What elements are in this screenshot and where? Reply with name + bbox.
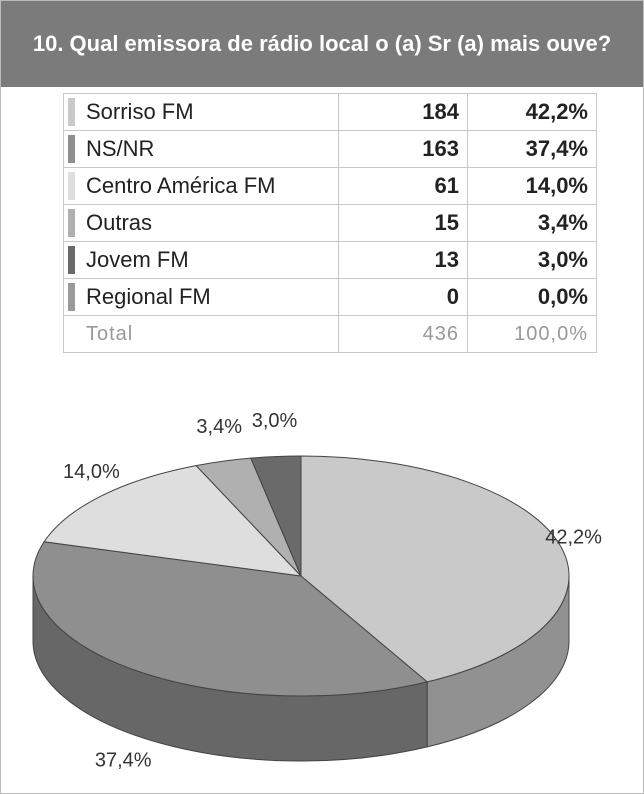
- table-row: Sorriso FM 184 42,2%: [63, 93, 597, 131]
- table-cell: Sorriso FM: [63, 93, 339, 131]
- slice-label: 3,4%: [196, 416, 242, 438]
- table-cell: 184: [338, 93, 468, 131]
- table-cell: Outras: [63, 204, 339, 242]
- table-total-row: Total 436 100,0%: [63, 315, 597, 353]
- table-row: Jovem FM 13 3,0%: [63, 241, 597, 279]
- table-cell: 3,4%: [467, 204, 597, 242]
- color-swatch: [68, 98, 75, 126]
- slice-label: 42,2%: [545, 527, 602, 549]
- table-cell: 0: [338, 278, 468, 316]
- color-swatch: [68, 246, 75, 274]
- slice: [300, 455, 570, 683]
- slice: [32, 541, 429, 697]
- slice: [43, 465, 303, 577]
- table-cell: 37,4%: [467, 130, 597, 168]
- table-cell: 14,0%: [467, 167, 597, 205]
- table: Sorriso FM 184 42,2% NS/NR 163 37,4% Centro Am…: [63, 93, 597, 353]
- table-cell: Regional FM: [63, 278, 339, 316]
- table-cell: 163: [338, 130, 468, 168]
- title: 10. Qual emissora de rádio local o (a) S…: [1, 1, 643, 87]
- color-swatch: [68, 209, 75, 237]
- table-cell: Jovem FM: [63, 241, 339, 279]
- slice-label: 14,0%: [63, 461, 120, 483]
- table-cell: 0,0%: [467, 278, 597, 316]
- table-row: NS/NR 163 37,4%: [63, 130, 597, 168]
- color-swatch: [68, 172, 75, 200]
- table-cell: Centro América FM: [63, 167, 339, 205]
- table-cell: 3,0%: [467, 241, 597, 279]
- table-cell: 61: [338, 167, 468, 205]
- pie-chart: 42,2% 37,4% 14,0% 3,4% 3,0%: [32, 410, 602, 771]
- table-cell: 13: [338, 241, 468, 279]
- table-cell: Total: [63, 315, 339, 353]
- color-swatch: [68, 135, 75, 163]
- slice-label: 37,4%: [95, 749, 152, 771]
- table-row: Centro América FM 61 14,0%: [63, 167, 597, 205]
- table-row: Outras 15 3,4%: [63, 204, 597, 242]
- table-cell: NS/NR: [63, 130, 339, 168]
- table-cell: 100,0%: [467, 315, 597, 353]
- table-cell: 42,2%: [467, 93, 597, 131]
- table-row: Regional FM 0 0,0%: [63, 278, 597, 316]
- slice-label: 3,0%: [252, 410, 298, 432]
- table-cell: 436: [338, 315, 468, 353]
- table-cell: 15: [338, 204, 468, 242]
- color-swatch: [68, 283, 75, 311]
